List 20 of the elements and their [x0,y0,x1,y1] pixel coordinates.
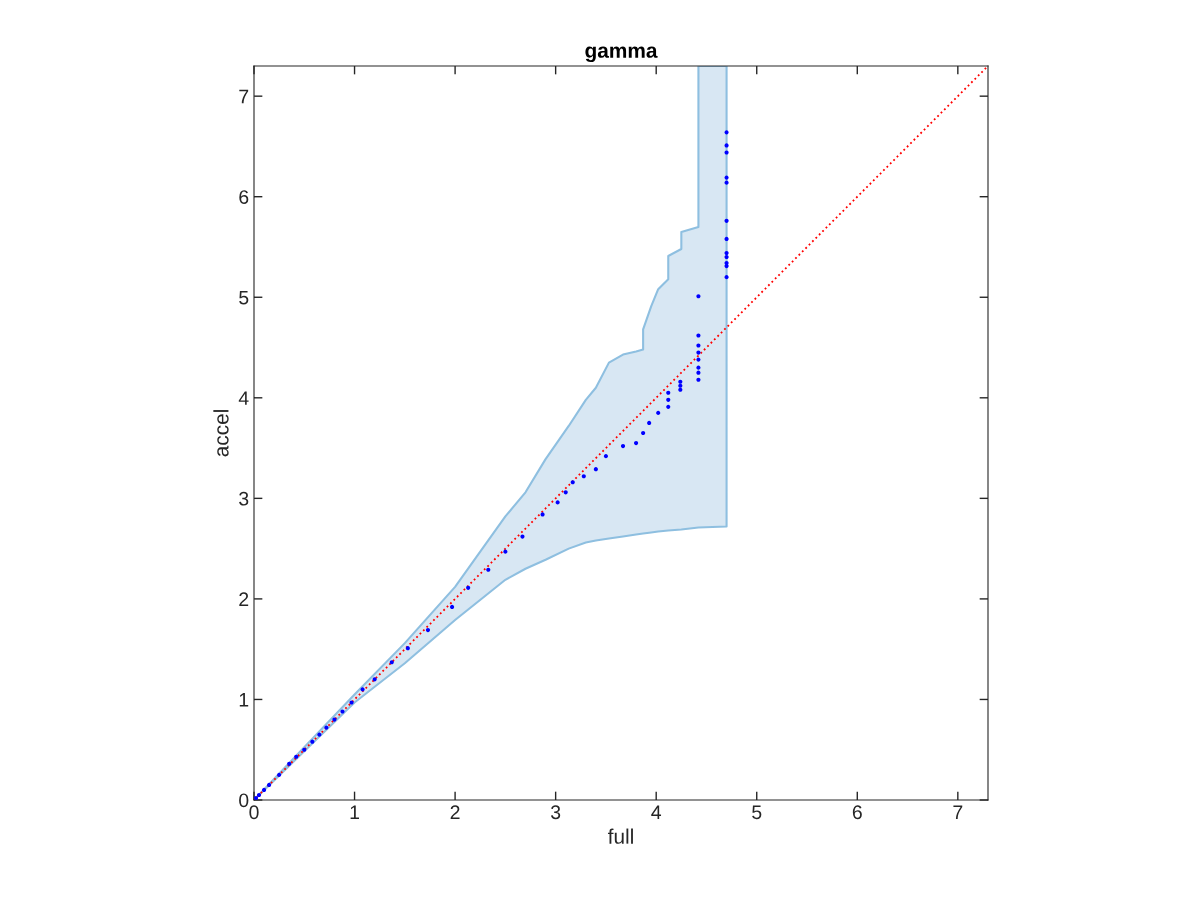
x-tick-label: 5 [752,805,762,820]
x-tick-label: 4 [651,805,662,819]
y-tick-label: 3 [239,491,249,506]
x-tick-label: 2 [450,805,460,819]
y-tick-label: 2 [239,592,249,606]
y-axis-title: accel [213,410,229,457]
x-tick-label: 1 [350,805,360,819]
x-axis-title: full [607,828,633,844]
y-tick-label: 1 [239,693,249,707]
x-tick-label: 3 [550,805,561,820]
y-tick-label: 5 [239,290,249,305]
chart-title: gamma [585,46,658,63]
y-tick-label: 7 [239,89,249,104]
line-series [254,66,988,800]
y-tick-label: 4 [238,391,249,405]
y-tick-label: 6 [239,190,249,204]
x-tick-label: 0 [249,805,259,820]
x-tick-label: 6 [852,805,862,820]
x-tick-label: 7 [953,805,963,819]
y-tick-label: 0 [239,793,249,808]
